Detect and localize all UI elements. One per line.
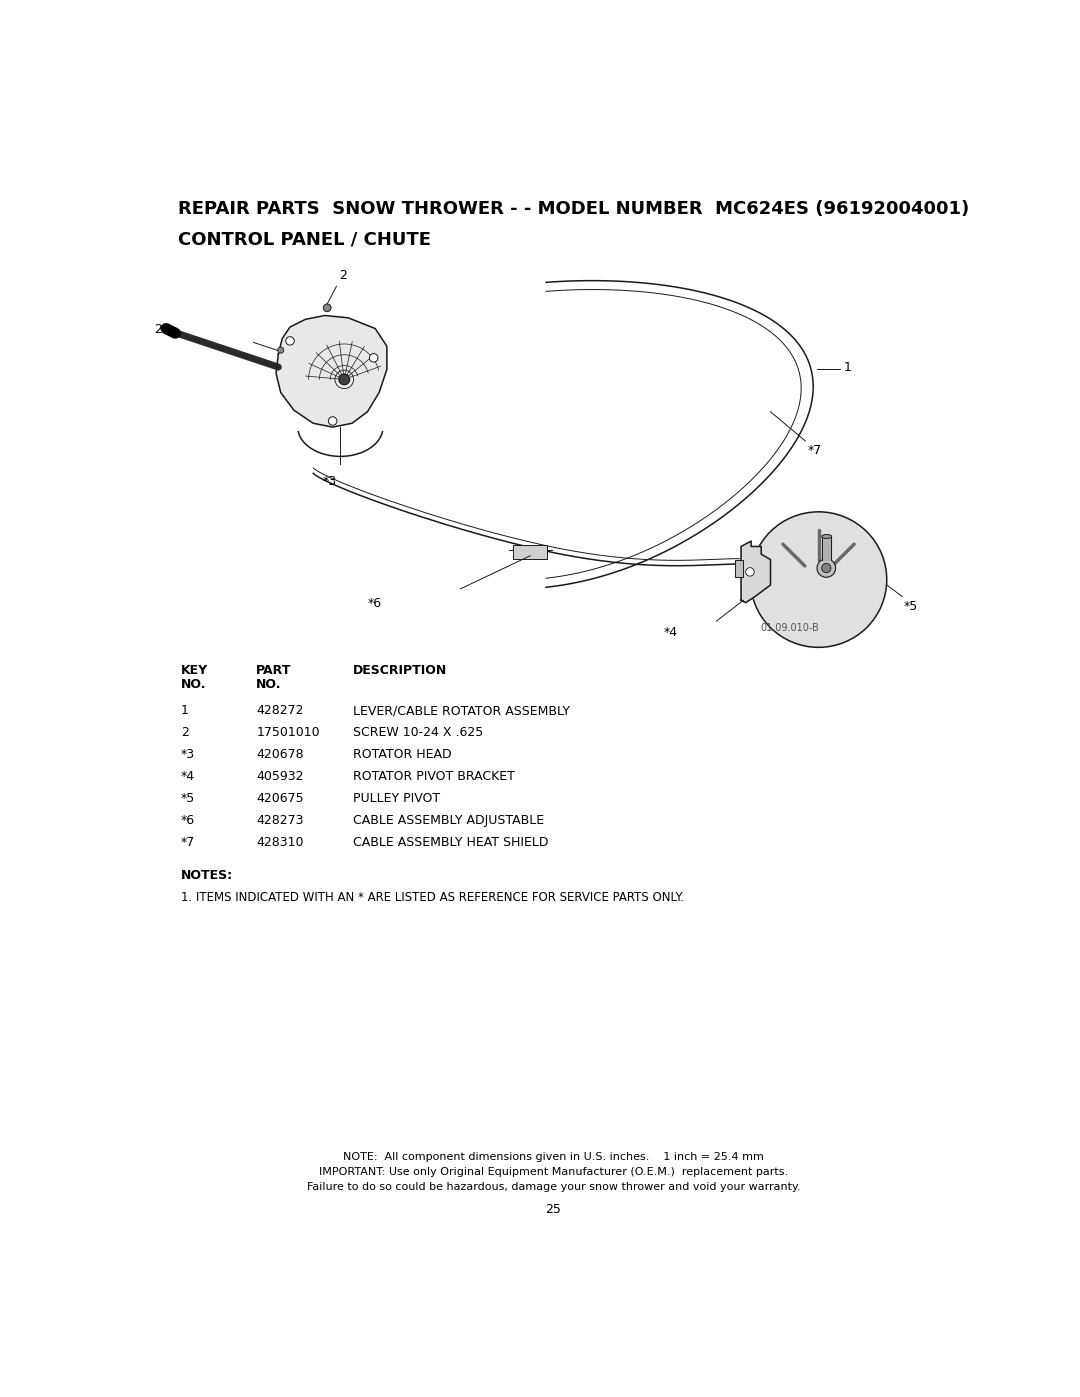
Text: KEY
NO.: KEY NO. — [181, 665, 208, 692]
Text: NOTE:  All component dimensions given in U.S. inches.    1 inch = 25.4 mm: NOTE: All component dimensions given in … — [343, 1151, 764, 1162]
Text: 428273: 428273 — [256, 814, 303, 827]
Polygon shape — [741, 541, 770, 602]
Circle shape — [816, 559, 836, 577]
Circle shape — [286, 337, 294, 345]
Text: 1. ITEMS INDICATED WITH AN * ARE LISTED AS REFERENCE FOR SERVICE PARTS ONLY.: 1. ITEMS INDICATED WITH AN * ARE LISTED … — [181, 891, 684, 904]
Circle shape — [278, 346, 284, 353]
Text: 405932: 405932 — [256, 770, 303, 784]
Text: PULLEY PIVOT: PULLEY PIVOT — [352, 792, 440, 805]
Text: 1: 1 — [181, 704, 189, 717]
Text: *5: *5 — [904, 601, 918, 613]
Text: REPAIR PARTS  SNOW THROWER - - MODEL NUMBER  MC624ES (96192004001): REPAIR PARTS SNOW THROWER - - MODEL NUMB… — [177, 200, 969, 218]
Circle shape — [822, 563, 831, 573]
Text: 2: 2 — [181, 726, 189, 739]
Circle shape — [339, 374, 350, 384]
Text: *4: *4 — [663, 626, 677, 638]
Text: ROTATOR HEAD: ROTATOR HEAD — [352, 749, 451, 761]
Text: ROTATOR PIVOT BRACKET: ROTATOR PIVOT BRACKET — [352, 770, 514, 784]
Text: *3: *3 — [323, 475, 337, 488]
Text: LEVER/CABLE ROTATOR ASSEMBLY: LEVER/CABLE ROTATOR ASSEMBLY — [352, 704, 569, 717]
Bar — [734, 560, 743, 577]
Text: 420675: 420675 — [256, 792, 303, 805]
Text: *4: *4 — [181, 770, 195, 784]
Text: 2: 2 — [339, 270, 347, 282]
Text: *7: *7 — [808, 444, 822, 457]
Text: 428272: 428272 — [256, 704, 303, 717]
Text: *6: *6 — [367, 597, 381, 609]
Text: NOTES:: NOTES: — [181, 869, 233, 883]
Circle shape — [745, 567, 754, 576]
Text: 1: 1 — [845, 362, 852, 374]
Circle shape — [751, 511, 887, 647]
Circle shape — [369, 353, 378, 362]
Text: IMPORTANT: Use only Original Equipment Manufacturer (O.E.M.)  replacement parts.: IMPORTANT: Use only Original Equipment M… — [319, 1166, 788, 1178]
Text: PART
NO.: PART NO. — [256, 665, 292, 692]
Text: CABLE ASSEMBLY HEAT SHIELD: CABLE ASSEMBLY HEAT SHIELD — [352, 835, 549, 849]
Text: *5: *5 — [181, 792, 195, 805]
Circle shape — [323, 305, 332, 312]
Text: 17501010: 17501010 — [256, 726, 320, 739]
Text: *3: *3 — [181, 749, 195, 761]
Circle shape — [328, 416, 337, 425]
Text: 25: 25 — [545, 1203, 562, 1217]
Text: 01.09.010-B: 01.09.010-B — [760, 623, 820, 633]
Ellipse shape — [822, 535, 832, 538]
Text: 420678: 420678 — [256, 749, 303, 761]
Text: DESCRIPTION: DESCRIPTION — [352, 665, 447, 678]
Text: CABLE ASSEMBLY ADJUSTABLE: CABLE ASSEMBLY ADJUSTABLE — [352, 814, 543, 827]
Text: Failure to do so could be hazardous, damage your snow thrower and void your warr: Failure to do so could be hazardous, dam… — [307, 1182, 800, 1193]
Text: CONTROL PANEL / CHUTE: CONTROL PANEL / CHUTE — [177, 231, 431, 249]
Text: 2: 2 — [154, 323, 162, 337]
Text: *7: *7 — [181, 835, 195, 849]
Bar — [513, 545, 548, 559]
Polygon shape — [823, 538, 831, 560]
Text: SCREW 10-24 X .625: SCREW 10-24 X .625 — [352, 726, 483, 739]
Text: *6: *6 — [181, 814, 195, 827]
Polygon shape — [276, 316, 387, 427]
Text: 428310: 428310 — [256, 835, 303, 849]
